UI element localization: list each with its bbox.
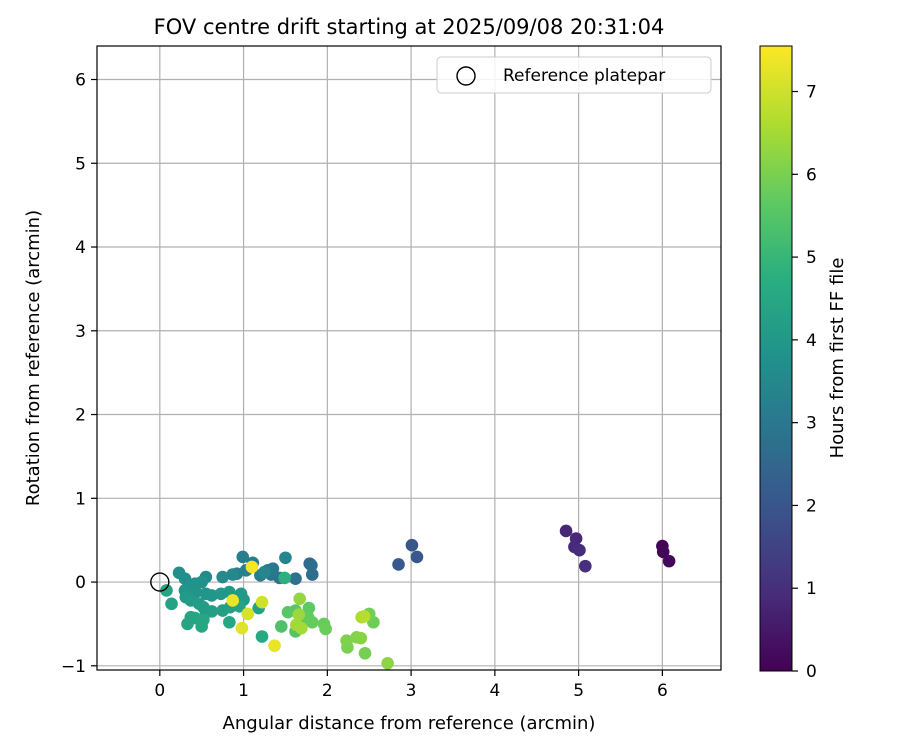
data-point xyxy=(305,615,319,629)
data-point xyxy=(357,610,371,623)
colorbar-tick-label: 7 xyxy=(806,83,817,103)
colorbar-tick-label: 5 xyxy=(806,248,817,268)
grid xyxy=(97,46,721,670)
y-axis-label: Rotation from reference (arcmin) xyxy=(23,210,44,506)
data-point xyxy=(305,559,318,572)
data-point xyxy=(226,594,239,607)
y-axis-ticks: −1 0 1 2 3 4 5 6 xyxy=(61,71,97,677)
data-point xyxy=(559,524,573,538)
x-tick-label: 1 xyxy=(238,681,249,701)
data-point xyxy=(289,572,302,586)
data-point xyxy=(279,551,292,565)
x-tick-label: 0 xyxy=(154,681,165,701)
y-tick-label: −1 xyxy=(61,657,86,677)
data-point xyxy=(410,550,424,564)
data-point xyxy=(160,584,173,597)
data-point xyxy=(340,634,353,647)
x-tick-label: 4 xyxy=(489,681,500,701)
data-point xyxy=(381,656,394,670)
data-point xyxy=(274,620,288,633)
data-point xyxy=(292,608,306,622)
plot-area xyxy=(97,46,721,670)
colorbar-tick-label: 4 xyxy=(806,331,817,351)
colorbar-tick-label: 1 xyxy=(806,579,817,599)
data-point xyxy=(195,620,208,633)
data-point xyxy=(293,592,306,606)
data-points xyxy=(160,524,676,670)
data-point xyxy=(235,621,249,635)
data-point xyxy=(656,545,670,559)
y-tick-label: 3 xyxy=(75,322,86,342)
data-point xyxy=(358,646,372,660)
data-point xyxy=(354,631,368,645)
colorbar-label: Hours from first FF file xyxy=(827,258,848,459)
data-point xyxy=(216,570,229,584)
x-axis-ticks: 0 1 2 3 4 5 6 xyxy=(154,670,668,701)
data-point xyxy=(305,568,319,581)
y-tick-label: 0 xyxy=(75,573,86,593)
x-tick-label: 6 xyxy=(657,681,668,701)
data-point xyxy=(295,621,308,635)
reference-platepar-marker xyxy=(150,572,170,592)
data-point xyxy=(223,615,236,629)
data-point xyxy=(579,559,592,573)
colorbar-gradient xyxy=(759,45,793,672)
y-tick-label: 1 xyxy=(75,489,86,509)
legend-label: Reference platepar xyxy=(503,66,665,86)
data-point xyxy=(573,543,586,557)
data-point xyxy=(302,601,316,615)
x-tick-label: 5 xyxy=(573,681,584,701)
y-tick-label: 6 xyxy=(75,71,86,91)
data-point xyxy=(268,639,281,653)
colorbar-tick-label: 3 xyxy=(806,414,817,434)
data-point xyxy=(255,595,269,609)
data-point xyxy=(205,605,219,618)
chart-title: FOV centre drift starting at 2025/09/08 … xyxy=(154,15,665,39)
data-point xyxy=(241,607,255,621)
data-point xyxy=(195,575,208,589)
data-point xyxy=(165,597,178,611)
colorbar: 0 1 2 3 4 5 6 7 Hours from first FF file xyxy=(759,45,848,682)
data-point xyxy=(662,554,676,568)
x-tick-label: 3 xyxy=(406,681,417,701)
legend: Reference platepar xyxy=(436,56,712,94)
data-point xyxy=(236,550,250,564)
legend-marker-icon xyxy=(456,66,476,86)
data-point xyxy=(278,571,291,585)
colorbar-tick-label: 2 xyxy=(806,496,817,516)
y-tick-label: 4 xyxy=(75,238,86,258)
data-point xyxy=(258,565,271,579)
colorbar-ticks: 0 1 2 3 4 5 6 7 xyxy=(792,83,817,682)
data-point xyxy=(255,630,269,643)
colorbar-tick-label: 0 xyxy=(806,662,817,682)
colorbar-tick-label: 6 xyxy=(806,165,817,185)
data-point xyxy=(245,560,259,574)
x-axis-label: Angular distance from reference (arcmin) xyxy=(223,713,596,734)
y-tick-label: 2 xyxy=(75,406,86,426)
legend-box xyxy=(436,56,712,94)
x-tick-label: 2 xyxy=(322,681,333,701)
data-point xyxy=(226,568,239,581)
data-point xyxy=(392,558,405,571)
data-point xyxy=(319,622,332,636)
plot-frame xyxy=(96,45,722,671)
y-tick-label: 5 xyxy=(75,154,86,174)
data-point xyxy=(405,538,419,552)
